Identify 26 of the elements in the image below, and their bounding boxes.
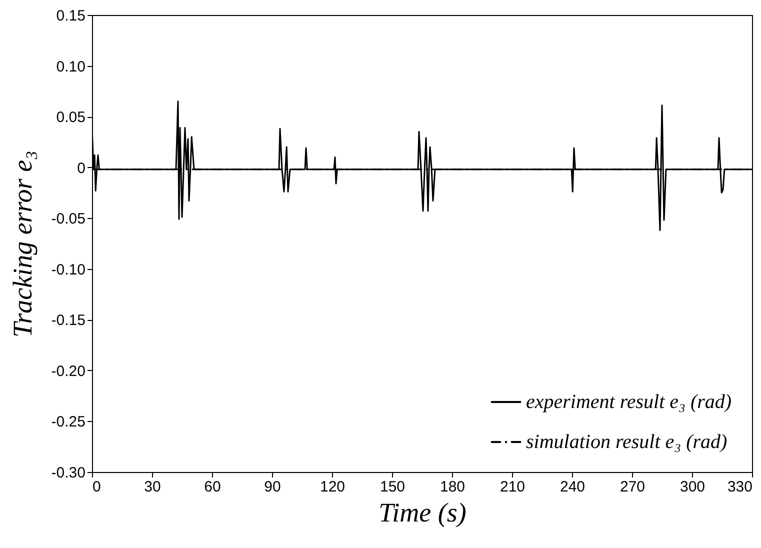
x-tick-label: 60 bbox=[204, 478, 221, 496]
y-tick-label: -0.25 bbox=[51, 414, 86, 431]
legend-label: experiment result e₃ (rad) bbox=[526, 391, 732, 413]
y-tick-label: -0.10 bbox=[51, 261, 86, 278]
y-tick-label: 0 bbox=[77, 160, 86, 177]
x-axis-title: Time (s) bbox=[378, 498, 466, 528]
x-tick-label: 120 bbox=[320, 478, 346, 496]
x-tick-label: 240 bbox=[560, 478, 586, 496]
x-tick-label: 0 bbox=[92, 478, 101, 496]
x-tick-label: 150 bbox=[380, 478, 406, 496]
y-tick-label: 0.10 bbox=[56, 58, 86, 76]
x-tick-label: 270 bbox=[620, 478, 646, 496]
y-tick-label: -0.15 bbox=[51, 312, 86, 330]
x-tick-label: 210 bbox=[500, 478, 526, 496]
x-tick-label: 330 bbox=[727, 478, 752, 496]
x-tick-label: 300 bbox=[680, 478, 706, 496]
legend-label: simulation result e₃ (rad) bbox=[526, 431, 728, 453]
y-tick-label: 0.15 bbox=[56, 8, 86, 24]
y-axis-title: Tracking error e₃ bbox=[7, 150, 38, 338]
x-tick-label: 90 bbox=[264, 478, 281, 496]
y-tick-label: -0.30 bbox=[51, 464, 86, 482]
x-tick-label: 30 bbox=[144, 478, 161, 496]
y-tick-label: -0.05 bbox=[51, 210, 86, 228]
y-tick-label: -0.20 bbox=[51, 362, 86, 380]
x-tick-label: 180 bbox=[440, 478, 466, 496]
y-tick-label: 0.05 bbox=[56, 109, 86, 126]
